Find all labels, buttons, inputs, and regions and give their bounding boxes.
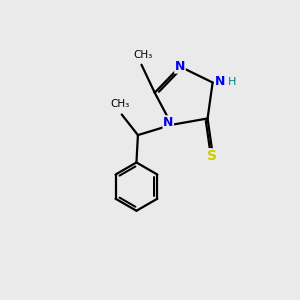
Text: H: H (228, 76, 236, 87)
Text: CH₃: CH₃ (111, 99, 130, 109)
Text: N: N (175, 60, 185, 73)
Text: S: S (207, 149, 217, 163)
Text: N: N (163, 116, 173, 129)
Text: CH₃: CH₃ (133, 50, 153, 60)
Text: N: N (215, 75, 225, 88)
